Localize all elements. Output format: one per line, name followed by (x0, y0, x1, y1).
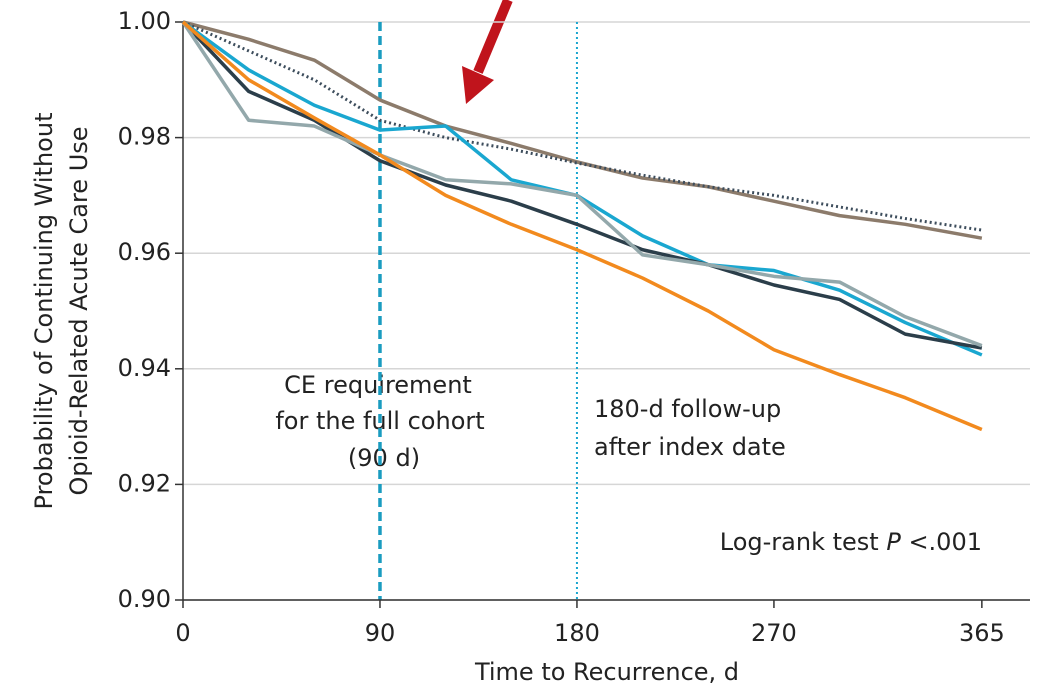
x-tick-label: 0 (175, 619, 190, 647)
annotation: Log-rank test P <.001 (720, 528, 982, 556)
x-tick-label: 180 (554, 619, 600, 647)
annotation: (90 d) (348, 444, 420, 472)
y-tick-label: 0.92 (118, 469, 171, 497)
y-axis-title-line: Opioid-Related Acute Care Use (65, 126, 93, 495)
y-tick-label: 0.96 (118, 238, 171, 266)
annotation-part: <.001 (901, 528, 982, 556)
plot-layer (175, 20, 1030, 608)
y-tick-label: 0.98 (118, 123, 171, 151)
y-tick-label: 0.94 (118, 354, 171, 382)
y-tick-label: 1.00 (118, 7, 171, 35)
survival-curve (181, 21, 983, 348)
y-tick-label: 0.90 (118, 585, 171, 613)
x-tick-label: 365 (959, 619, 1005, 647)
survival-curve (181, 20, 983, 357)
annotation: CE requirement (284, 371, 472, 399)
x-tick-label: 270 (751, 619, 797, 647)
survival-curve (181, 20, 983, 432)
x-tick-label: 90 (365, 619, 396, 647)
annotation-part: Log-rank test (720, 528, 887, 556)
x-axis-title: Time to Recurrence, d (474, 658, 739, 686)
annotation: after index date (594, 433, 786, 461)
survival-curve (182, 20, 983, 240)
pointer-arrow (462, 0, 513, 104)
annotation: 180-d follow-up (594, 395, 781, 423)
survival-curve (181, 20, 983, 350)
annotation-part: P (886, 528, 901, 556)
y-axis-title-line: Probability of Continuing Without (30, 113, 58, 510)
y-axis-title: Probability of Continuing Without Opioid… (30, 113, 93, 510)
